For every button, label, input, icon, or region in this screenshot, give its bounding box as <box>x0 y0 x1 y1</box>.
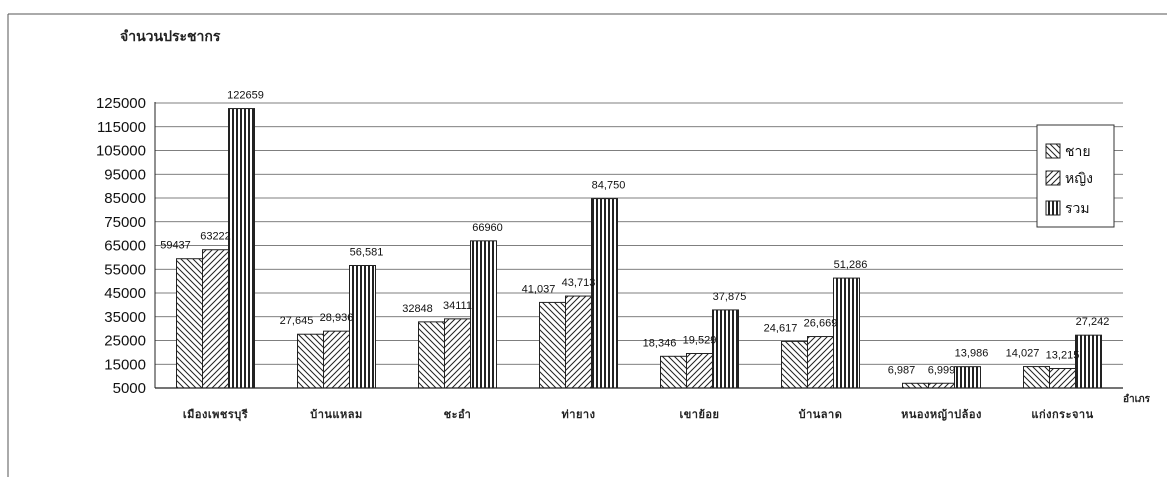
legend: ชาย หญิง รวม <box>1036 124 1115 228</box>
data-label: 37,875 <box>713 291 747 303</box>
bar-5-0 <box>781 340 808 389</box>
bar-1-1 <box>323 330 350 389</box>
bar-7-1 <box>1049 367 1076 389</box>
y-tick-label: 65000 <box>104 238 146 255</box>
category-label: หนองหญ้าปล้อง <box>901 408 982 421</box>
y-tick-label: 35000 <box>104 309 146 326</box>
data-label: 43,713 <box>562 277 596 289</box>
y-axis-title: จำนวนประชากร <box>120 29 221 45</box>
legend-label-male: ชาย <box>1065 144 1091 160</box>
data-label: 24,617 <box>764 322 798 334</box>
bar-2-2 <box>470 240 497 389</box>
category-labels: เมืองเพชรบุรี บ้านแหลม ชะอำ ท่ายาง เขาย้อย บ้… <box>183 408 1093 422</box>
legend-label-total: รวม <box>1065 201 1090 217</box>
data-labels: 59437 63222 122659 27,645 28,936 56,581 32848 3… <box>160 90 1109 377</box>
data-label: 6,987 <box>888 364 916 376</box>
bars <box>176 108 1102 389</box>
legend-label-female: หญิง <box>1065 171 1093 187</box>
y-tick-label: 5000 <box>113 380 146 397</box>
y-tick-label: 55000 <box>104 261 146 278</box>
data-label: 26,669 <box>804 318 838 330</box>
bar-0-1 <box>202 249 229 389</box>
bar-6-1 <box>928 382 955 389</box>
bar-5-1 <box>807 336 834 389</box>
x-axis-title: อำเภร <box>1123 393 1151 405</box>
category-label: ท่ายาง <box>562 408 596 421</box>
bar-3-1 <box>565 295 592 389</box>
category-label: แก่งกระจาน <box>1031 408 1093 421</box>
legend-swatch-female <box>1045 170 1061 186</box>
y-tick-label: 95000 <box>104 166 146 183</box>
data-label: 84,750 <box>592 180 626 192</box>
y-tick-label: 105000 <box>96 143 146 160</box>
y-tick-label: 75000 <box>104 214 146 231</box>
data-label: 18,346 <box>643 337 677 349</box>
data-label: 56,581 <box>350 246 384 258</box>
bar-4-2 <box>712 309 739 389</box>
bar-7-0 <box>1023 366 1050 389</box>
legend-swatch-male <box>1045 143 1061 159</box>
y-tick-label: 125000 <box>96 95 146 112</box>
data-label: 13,215 <box>1046 349 1080 361</box>
y-tick-label: 85000 <box>104 190 146 207</box>
bar-4-0 <box>660 355 687 389</box>
data-label: 6,999 <box>928 364 956 376</box>
bar-1-2 <box>349 264 376 389</box>
data-label: 63222 <box>200 231 231 243</box>
bar-1-0 <box>297 333 324 389</box>
data-label: 19,529 <box>683 334 717 346</box>
data-label: 27,645 <box>280 315 314 327</box>
bar-3-0 <box>539 301 566 389</box>
y-axis-ticks: 5000 15000 25000 35000 45000 55000 65000 75000 8… <box>96 95 146 397</box>
data-label: 28,936 <box>320 312 354 324</box>
data-label: 122659 <box>227 90 264 102</box>
data-label: 51,286 <box>834 259 868 271</box>
category-label: เมืองเพชรบุรี <box>183 408 248 422</box>
y-tick-label: 15000 <box>104 356 146 373</box>
category-label: บ้านลาด <box>799 408 843 421</box>
bar-7-2 <box>1075 334 1102 389</box>
bar-0-2 <box>228 108 255 389</box>
y-tick-label: 25000 <box>104 333 146 350</box>
bar-4-1 <box>686 352 713 389</box>
data-label: 27,242 <box>1076 316 1110 328</box>
bar-0-0 <box>176 258 203 389</box>
data-label: 13,986 <box>955 348 989 360</box>
data-label: 59437 <box>160 240 191 252</box>
y-tick-label: 115000 <box>97 119 146 136</box>
category-label: เขาย้อย <box>680 408 720 421</box>
gridlines <box>155 102 1123 365</box>
data-label: 14,027 <box>1006 348 1040 360</box>
data-label: 32848 <box>402 303 433 315</box>
bar-5-2 <box>833 277 860 389</box>
legend-swatch-total <box>1045 200 1061 216</box>
bar-6-0 <box>902 382 929 389</box>
data-label: 41,037 <box>522 283 556 295</box>
bar-2-1 <box>444 318 471 389</box>
bar-3-2 <box>591 198 618 389</box>
y-tick-label: 45000 <box>104 285 146 302</box>
category-label: ชะอำ <box>444 408 472 421</box>
bar-6-2 <box>954 366 981 389</box>
category-label: บ้านแหลม <box>310 408 363 421</box>
data-label: 34111 <box>443 300 472 312</box>
bar-2-0 <box>418 321 445 389</box>
data-label: 66960 <box>472 222 503 234</box>
